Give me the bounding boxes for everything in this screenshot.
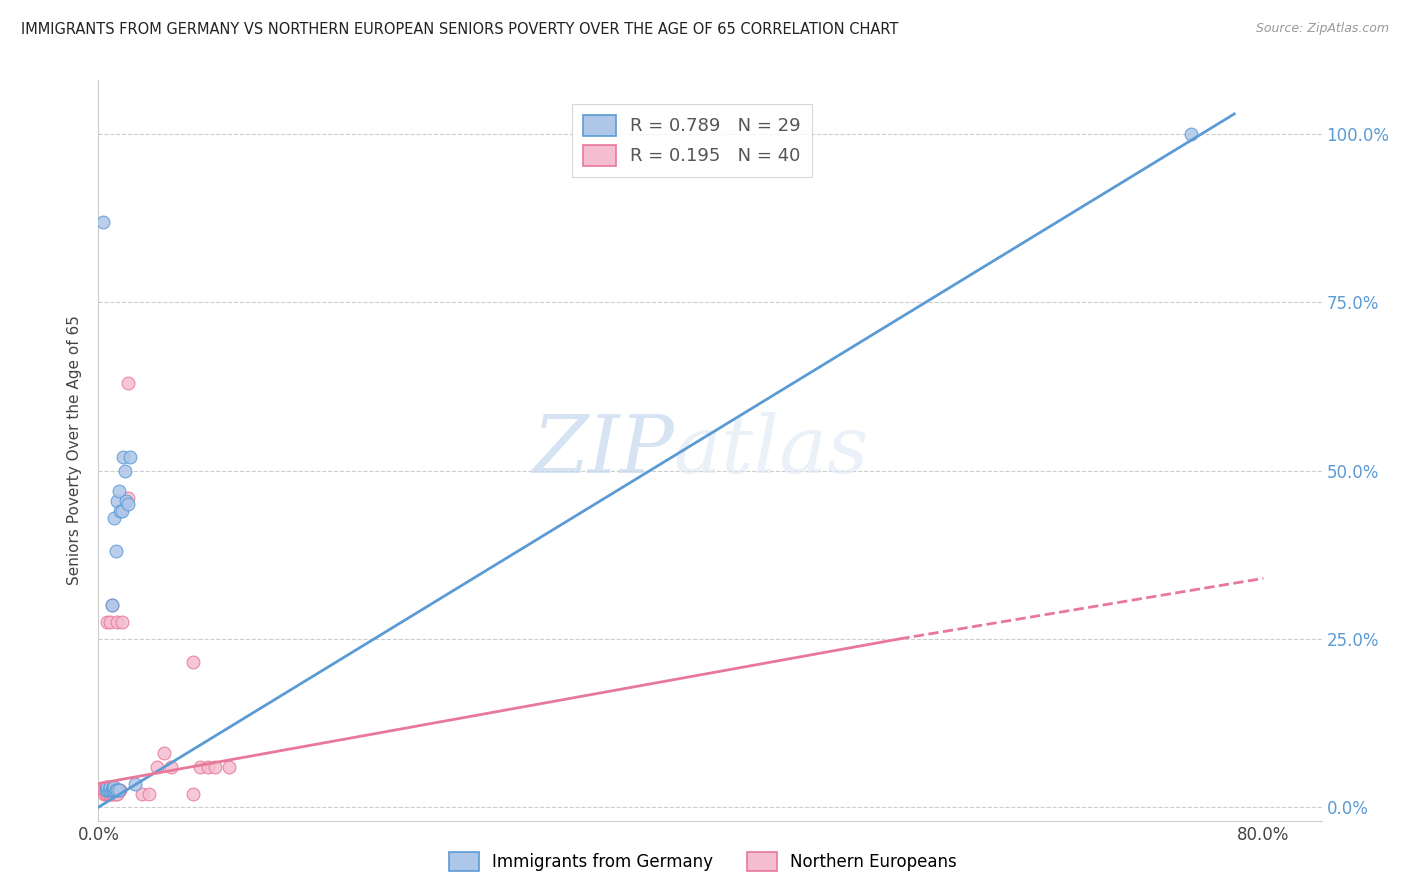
- Point: [97, 783, 120, 797]
- Point: [100, 599, 122, 613]
- Point: [110, 504, 132, 518]
- Point: [108, 783, 131, 797]
- Point: [197, 760, 219, 774]
- Point: [104, 783, 127, 797]
- Point: [111, 615, 134, 629]
- Point: [204, 760, 226, 774]
- Text: Source: ZipAtlas.com: Source: ZipAtlas.com: [1256, 22, 1389, 36]
- Point: [96, 615, 118, 629]
- Point: [100, 783, 122, 797]
- Point: [1180, 127, 1202, 141]
- Point: [103, 783, 125, 797]
- Point: [100, 787, 122, 801]
- Point: [94, 787, 117, 801]
- Point: [96, 783, 118, 797]
- Point: [100, 783, 122, 797]
- Point: [108, 783, 131, 797]
- Point: [104, 787, 127, 801]
- Point: [101, 787, 124, 801]
- Point: [100, 599, 122, 613]
- Text: atlas: atlas: [673, 412, 869, 489]
- Point: [218, 760, 240, 774]
- Point: [98, 780, 121, 794]
- Point: [104, 544, 127, 558]
- Point: [93, 787, 115, 801]
- Point: [105, 783, 128, 797]
- Point: [108, 483, 131, 498]
- Point: [98, 787, 121, 801]
- Point: [131, 787, 153, 801]
- Point: [115, 494, 138, 508]
- Point: [96, 780, 118, 794]
- Point: [97, 787, 120, 801]
- Point: [96, 783, 118, 797]
- Point: [117, 491, 139, 505]
- Point: [103, 780, 125, 794]
- Point: [101, 783, 124, 797]
- Point: [101, 780, 124, 794]
- Point: [120, 450, 142, 465]
- Point: [98, 783, 121, 797]
- Point: [124, 776, 146, 791]
- Point: [98, 783, 121, 797]
- Point: [94, 780, 117, 794]
- Point: [105, 787, 128, 801]
- Point: [111, 504, 134, 518]
- Point: [105, 615, 128, 629]
- Point: [91, 783, 114, 797]
- Point: [114, 464, 136, 478]
- Point: [91, 214, 114, 228]
- Point: [181, 656, 204, 670]
- Y-axis label: Seniors Poverty Over the Age of 65: Seniors Poverty Over the Age of 65: [67, 316, 83, 585]
- Point: [117, 497, 139, 511]
- Text: ZIP: ZIP: [531, 412, 673, 489]
- Point: [105, 494, 128, 508]
- Point: [94, 783, 117, 797]
- Point: [160, 760, 183, 774]
- Point: [112, 450, 135, 465]
- Point: [96, 787, 118, 801]
- Legend: R = 0.789   N = 29, R = 0.195   N = 40: R = 0.789 N = 29, R = 0.195 N = 40: [572, 104, 811, 177]
- Point: [153, 747, 176, 761]
- Legend: Immigrants from Germany, Northern Europeans: Immigrants from Germany, Northern Europe…: [441, 843, 965, 880]
- Point: [103, 510, 125, 524]
- Point: [93, 783, 115, 797]
- Point: [101, 783, 124, 797]
- Text: IMMIGRANTS FROM GERMANY VS NORTHERN EUROPEAN SENIORS POVERTY OVER THE AGE OF 65 : IMMIGRANTS FROM GERMANY VS NORTHERN EURO…: [21, 22, 898, 37]
- Point: [103, 783, 125, 797]
- Point: [188, 760, 212, 774]
- Point: [181, 787, 204, 801]
- Point: [94, 783, 117, 797]
- Point: [104, 783, 127, 797]
- Point: [117, 376, 139, 391]
- Point: [98, 615, 121, 629]
- Point: [138, 787, 160, 801]
- Point: [110, 783, 132, 797]
- Point: [145, 760, 167, 774]
- Point: [97, 783, 120, 797]
